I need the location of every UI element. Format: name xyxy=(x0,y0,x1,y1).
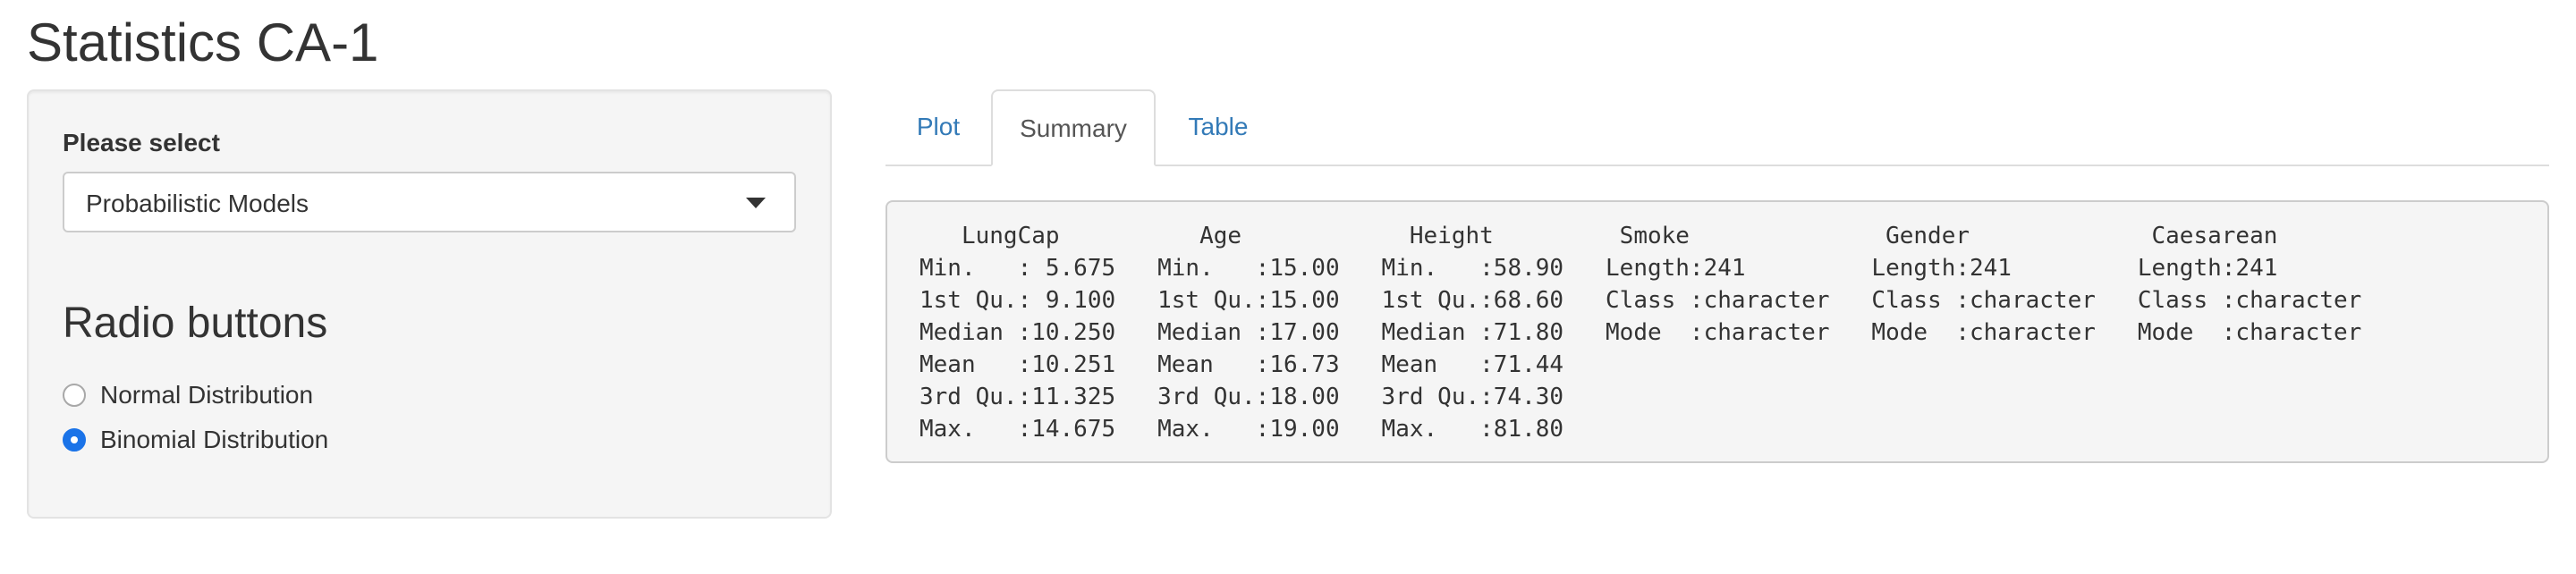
radio-label: Binomial Distribution xyxy=(100,426,329,453)
radio-binomial-distribution[interactable]: Binomial Distribution xyxy=(63,424,328,456)
page-title: Statistics CA-1 xyxy=(27,13,379,72)
model-select[interactable]: Probabilistic Models xyxy=(63,172,796,232)
select-value: Probabilistic Models xyxy=(86,190,309,217)
caret-down-icon xyxy=(746,198,766,208)
radio-checked-icon[interactable] xyxy=(63,428,86,452)
summary-line: Max. :14.675 Max. :19.00 Max. :81.80 xyxy=(919,416,2390,443)
summary-line: Median :10.250 Median :17.00 Median :71.… xyxy=(919,319,2390,346)
tab-table[interactable]: Table xyxy=(1188,113,1249,140)
tab-bar: Plot Summary Table xyxy=(886,89,2549,166)
summary-output: LungCap Age Height Smoke Gender Caesarea… xyxy=(886,200,2549,463)
summary-text: LungCap Age Height Smoke Gender Caesarea… xyxy=(919,220,2515,445)
summary-line: LungCap Age Height Smoke Gender Caesarea… xyxy=(919,223,2390,249)
select-label: Please select xyxy=(63,129,220,156)
tab-summary[interactable]: Summary xyxy=(991,89,1156,166)
radio-label: Normal Distribution xyxy=(100,381,314,409)
radio-normal-distribution[interactable]: Normal Distribution xyxy=(63,379,313,411)
summary-line: 1st Qu.: 9.100 1st Qu.:15.00 1st Qu.:68.… xyxy=(919,287,2390,314)
summary-line: Mean :10.251 Mean :16.73 Mean :71.44 xyxy=(919,351,2390,378)
summary-line: Min. : 5.675 Min. :15.00 Min. :58.90 Len… xyxy=(919,255,2390,282)
tab-plot[interactable]: Plot xyxy=(916,113,961,140)
radio-unchecked-icon[interactable] xyxy=(63,384,86,407)
sidebar-panel: Please select Probabilistic Models Radio… xyxy=(27,89,832,519)
summary-line: 3rd Qu.:11.325 3rd Qu.:18.00 3rd Qu.:74.… xyxy=(919,384,2390,410)
radio-heading: Radio buttons xyxy=(63,300,328,347)
